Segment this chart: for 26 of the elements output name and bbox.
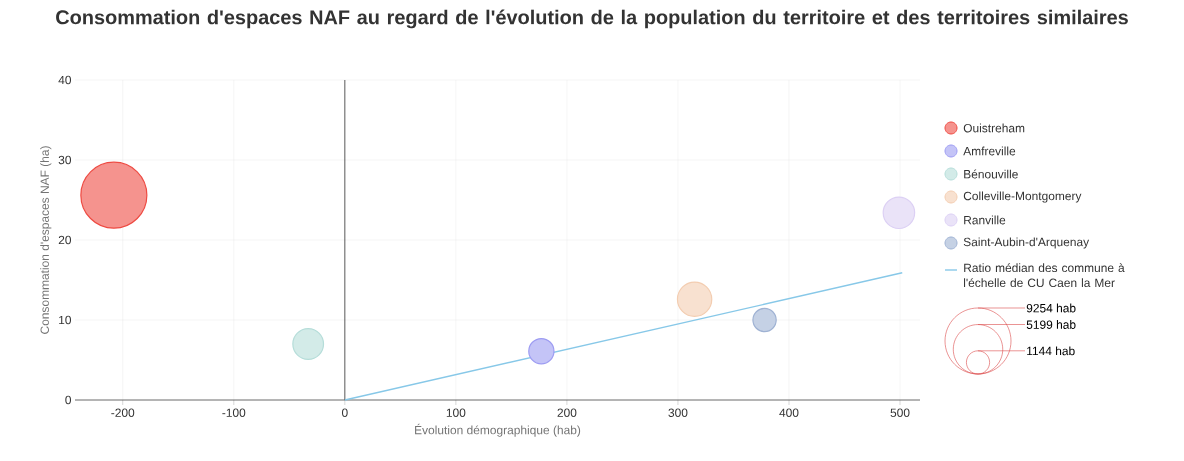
x-tick-label: 100 — [446, 408, 466, 417]
x-tick-label: 0 — [341, 408, 348, 417]
legend-label: Ouistreham — [963, 123, 1025, 133]
x-tick-label: -200 — [111, 408, 135, 417]
y-tick-label: 0 — [65, 395, 72, 405]
legend-label: Ratio médian des commune à l'échelle de CU Caen la Mer — [964, 263, 1125, 288]
y-tick-label: 30 — [58, 155, 72, 165]
x-tick-label: -100 — [222, 408, 246, 417]
x-tick-label: 500 — [890, 408, 910, 417]
y-tick-label: 40 — [58, 75, 72, 85]
legend-label: Saint-Aubin-d'Arquenay — [963, 237, 1090, 249]
legend-label: Bénouville — [964, 169, 1018, 179]
y-tick-label: 20 — [58, 235, 72, 245]
y-axis-title: Consommation d'espaces NAF (ha) — [40, 146, 52, 334]
x-tick-label: 200 — [557, 408, 577, 417]
legend-label: Ranville — [964, 215, 1006, 225]
y-tick-label: 10 — [59, 315, 72, 325]
x-axis-title: Évolution démographique (hab) — [415, 423, 581, 437]
legend-label: Amfreville — [963, 146, 1016, 156]
legend-label: 5199 hab — [1026, 320, 1076, 329]
legend-label: 9254 hab — [1026, 303, 1076, 313]
x-tick-label: 400 — [779, 408, 799, 417]
legend-label: Colleville-Montgomery — [963, 191, 1082, 203]
x-tick-label: 300 — [668, 408, 688, 417]
legend-label: 1144 hab — [1027, 346, 1075, 356]
chart-title: Consommation d'espaces NAF au regard de l'évolution de la population du territoire et des territoires similaires — [56, 9, 1128, 29]
